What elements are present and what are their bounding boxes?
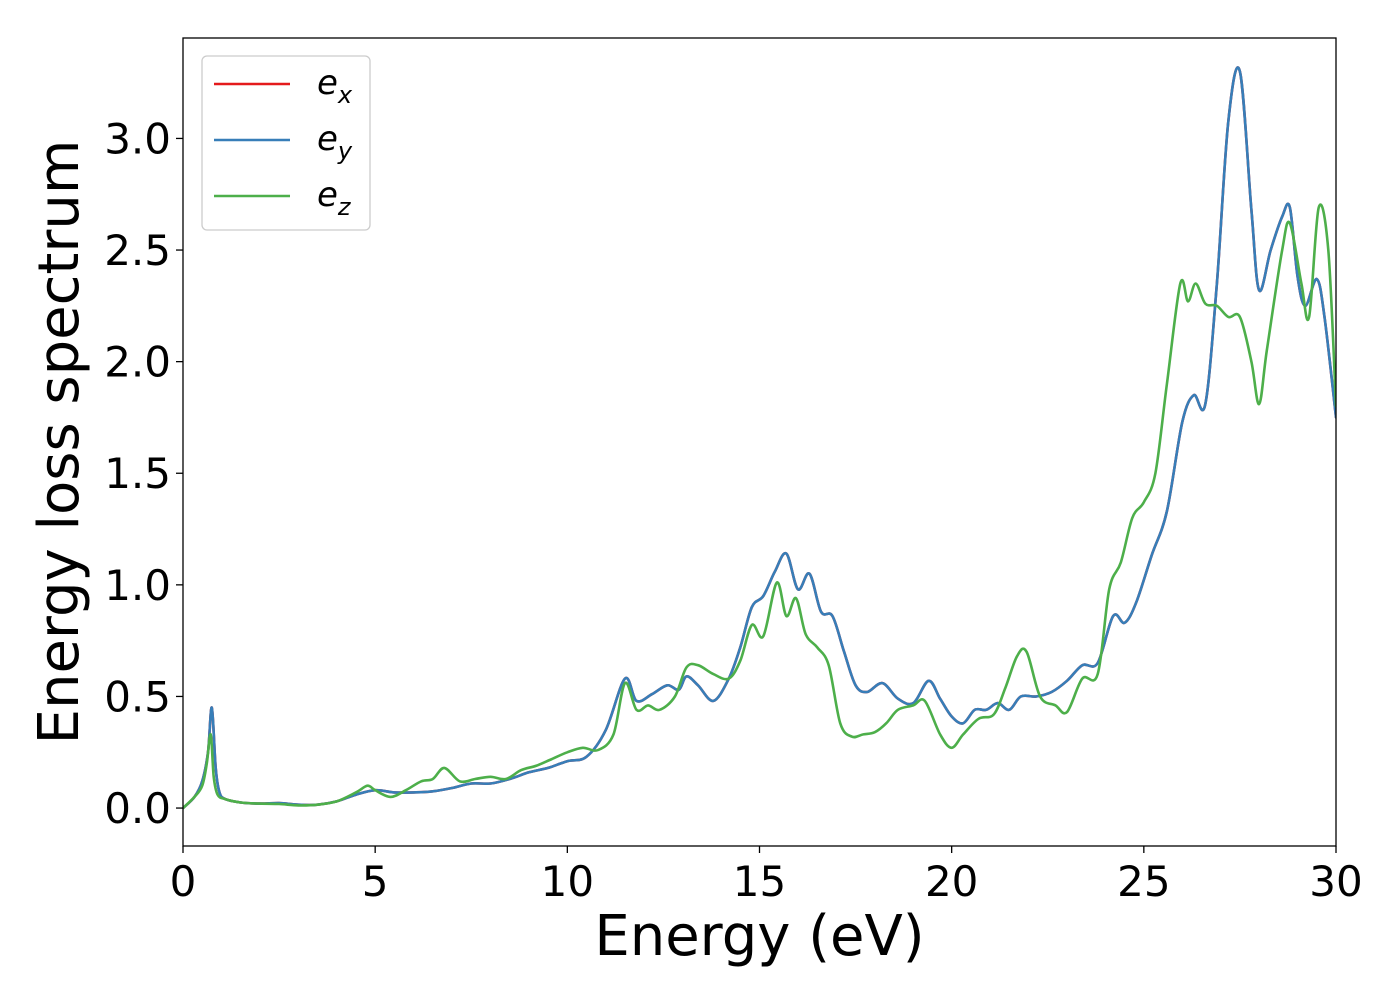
y-tick-label: 2.5 [104, 226, 171, 275]
x-tick-label: 25 [1117, 857, 1170, 906]
x-axis-label: Energy (eV) [594, 904, 924, 969]
series-line-e-z [183, 203, 1336, 810]
legend-label-z: ez [317, 175, 352, 221]
x-tick-label: 15 [733, 857, 786, 906]
y-axis-ticks: 0.0 0.5 1.0 1.5 2.0 2.5 3.0 [104, 114, 183, 833]
series-lines [183, 66, 1336, 810]
y-axis-label: Energy loss spectrum [27, 140, 92, 745]
x-tick-label: 10 [541, 857, 594, 906]
legend-label-y: ey [317, 119, 353, 165]
x-tick-label: 20 [925, 857, 978, 906]
x-tick-label: 30 [1309, 857, 1362, 906]
x-axis-ticks: 0 5 10 15 20 25 30 [170, 846, 1363, 906]
y-tick-label: 1.0 [104, 561, 171, 610]
x-tick-label: 5 [362, 857, 389, 906]
legend-label-x: ex [317, 63, 353, 109]
y-tick-label: 2.0 [104, 338, 171, 387]
legend: ex ey ez [201, 55, 371, 231]
legend-box [201, 55, 371, 231]
x-tick-label: 0 [170, 857, 197, 906]
series-line-e-y [183, 66, 1336, 810]
y-tick-label: 0.5 [104, 672, 171, 721]
y-tick-label: 1.5 [104, 449, 171, 498]
y-tick-label: 3.0 [104, 114, 171, 163]
y-tick-label: 0.0 [104, 784, 171, 833]
